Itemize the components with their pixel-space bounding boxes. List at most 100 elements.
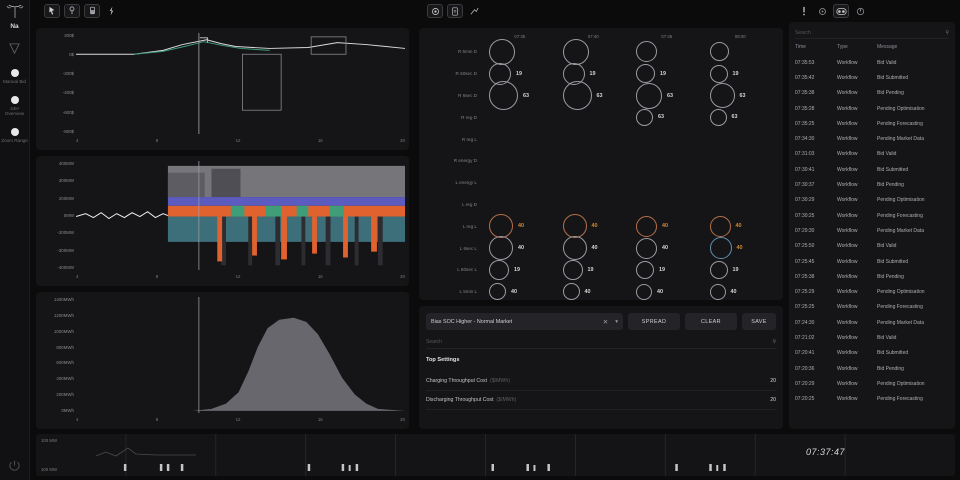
document-icon[interactable] [447, 4, 463, 18]
table-row[interactable]: 07:25:29 Workflow Pending Optimisation [795, 284, 949, 299]
alert-icon[interactable] [797, 4, 811, 18]
dispatch-chart-plot[interactable] [76, 160, 405, 271]
cursor-pointer-icon[interactable] [44, 3, 60, 18]
bid-cell[interactable]: 40 [630, 214, 704, 238]
bid-cell[interactable]: 19 [704, 63, 778, 85]
bid-cell[interactable]: 40 [483, 283, 557, 301]
bid-cell[interactable] [483, 38, 557, 65]
bid-cell[interactable]: 40 [557, 236, 631, 261]
grid-circle-icon[interactable] [427, 4, 443, 18]
bid-circle[interactable] [709, 260, 728, 279]
bid-cell[interactable]: 40 [630, 283, 704, 300]
save-button[interactable]: SAVE [742, 313, 776, 330]
bid-circle[interactable] [489, 214, 513, 239]
table-row[interactable]: 07:25:25 Workflow Pending Forecasting [795, 300, 949, 315]
bid-cell[interactable] [483, 109, 557, 126]
table-row[interactable]: 07:20:41 Workflow Bid Submitted [795, 346, 949, 361]
table-row[interactable]: 07:35:38 Workflow Bid Pending [795, 86, 949, 101]
tesla-logo-icon[interactable] [6, 4, 24, 20]
bid-cell[interactable]: 63 [704, 81, 778, 110]
setting-value[interactable]: 20 [770, 378, 776, 384]
bid-cell[interactable]: 40 [483, 236, 557, 261]
lightning-bolt-icon[interactable] [104, 4, 118, 18]
bid-circle[interactable] [636, 41, 657, 63]
power-status-icon[interactable] [853, 4, 867, 18]
bid-cell[interactable]: 19 [483, 259, 557, 280]
bid-circle[interactable] [709, 108, 727, 126]
bid-circle[interactable] [562, 236, 587, 261]
bid-circle[interactable] [489, 259, 509, 280]
table-row[interactable]: 07:31:03 Workflow Bid Valid [795, 147, 949, 162]
table-row[interactable]: 07:35:42 Workflow Bid Submitted [795, 70, 949, 85]
pin-icon[interactable] [64, 3, 80, 18]
bid-circle[interactable] [709, 237, 732, 260]
chevron-down-icon[interactable]: ▾ [615, 318, 618, 325]
power-icon[interactable] [8, 459, 21, 472]
bid-circle[interactable] [636, 283, 652, 300]
bid-cell[interactable] [557, 38, 631, 65]
bid-circle[interactable] [562, 259, 583, 280]
search-icon[interactable]: ⚲ [945, 29, 949, 36]
bid-cell[interactable]: 40 [483, 214, 557, 239]
log-search-input[interactable]: Search ⚲ [795, 27, 949, 39]
spread-button[interactable]: SPREAD [628, 313, 680, 330]
clock-icon[interactable] [815, 4, 829, 18]
table-row[interactable]: 07:20:29 Workflow Pending Optimisation [795, 376, 949, 391]
bid-cell[interactable]: 63 [704, 108, 778, 126]
bid-circle[interactable] [489, 38, 515, 65]
table-row[interactable]: 07:35:25 Workflow Pending Forecasting [795, 116, 949, 131]
bid-cell[interactable]: 63 [630, 108, 704, 126]
bid-cell[interactable]: 40 [704, 283, 778, 300]
search-icon[interactable]: ⚲ [772, 339, 776, 345]
setting-row[interactable]: Discharging Throughput Cost ($/MWh) 20 [426, 391, 776, 410]
bid-circle[interactable] [562, 283, 580, 301]
bid-circle[interactable] [709, 83, 735, 108]
table-row[interactable]: 07:30:29 Workflow Pending Optimisation [795, 193, 949, 208]
bid-cell[interactable] [630, 39, 704, 65]
bid-cell[interactable] [557, 109, 631, 126]
table-row[interactable]: 07:30:41 Workflow Bid Submitted [795, 162, 949, 177]
sidebar-item-zoom-range[interactable]: Zoom Range [0, 128, 30, 144]
bid-circle[interactable] [636, 260, 654, 279]
bid-cell[interactable]: 63 [630, 81, 704, 110]
bid-cell[interactable] [704, 39, 778, 65]
table-row[interactable]: 07:35:53 Workflow Bid Valid [795, 55, 949, 70]
sidebar-item-manual-bid[interactable]: Manual Bid [0, 69, 30, 85]
table-row[interactable]: 07:29:30 Workflow Pending Market Data [795, 223, 949, 238]
bid-circle[interactable] [709, 283, 726, 300]
log-table-rows[interactable]: 07:35:53 Workflow Bid Valid 07:35:42 Workflo… [795, 55, 949, 424]
bid-circle[interactable] [636, 215, 657, 237]
table-row[interactable]: 07:20:36 Workflow Bid Pending [795, 361, 949, 376]
sidebar-item-24h-overview[interactable]: 24H Overview [0, 95, 30, 117]
table-row[interactable]: 07:24:30 Workflow Pending Market Data [795, 315, 949, 330]
preset-select[interactable]: Bias SOC Higher - Normal Market ✕ ▾ [426, 313, 623, 330]
bid-cell[interactable]: 19 [704, 260, 778, 280]
table-row[interactable]: 07:35:28 Workflow Pending Optimisation [795, 101, 949, 116]
table-row[interactable]: 07:25:45 Workflow Bid Submitted [795, 254, 949, 269]
setting-row[interactable]: Charging Throughput Cost ($/MWh) 20 [426, 372, 776, 391]
soc-chart-plot[interactable] [76, 297, 405, 414]
bid-cell[interactable]: 40 [704, 236, 778, 260]
table-row[interactable]: 07:25:50 Workflow Bid Valid [795, 239, 949, 254]
close-icon[interactable]: ✕ [602, 318, 609, 326]
bid-circle[interactable] [489, 236, 513, 261]
battery-icon[interactable] [84, 3, 100, 18]
table-row[interactable]: 07:30:37 Workflow Bid Pending [795, 177, 949, 192]
bid-circle[interactable] [709, 64, 728, 83]
table-row[interactable]: 07:30:25 Workflow Pending Forecasting [795, 208, 949, 223]
bid-cell[interactable]: 63 [557, 81, 631, 110]
table-row[interactable]: 07:20:25 Workflow Pending Forecasting [795, 392, 949, 407]
setting-value[interactable]: 20 [770, 397, 776, 403]
clear-button[interactable]: CLEAR [685, 313, 737, 330]
bid-icon[interactable] [467, 4, 481, 18]
bid-circle[interactable] [709, 215, 731, 237]
bid-cell[interactable]: 19 [557, 259, 631, 280]
bid-circle[interactable] [489, 283, 506, 301]
bid-cell[interactable]: 40 [704, 214, 778, 238]
funnel-icon[interactable] [8, 42, 21, 55]
bid-circle[interactable] [562, 38, 589, 65]
bid-cell[interactable]: 40 [630, 236, 704, 260]
timeline-bar[interactable]: 100 MW 100 MW 07:37:47 [36, 434, 955, 476]
table-row[interactable]: 07:21:02 Workflow Bid Valid [795, 330, 949, 345]
bid-cell[interactable]: 63 [483, 81, 557, 110]
